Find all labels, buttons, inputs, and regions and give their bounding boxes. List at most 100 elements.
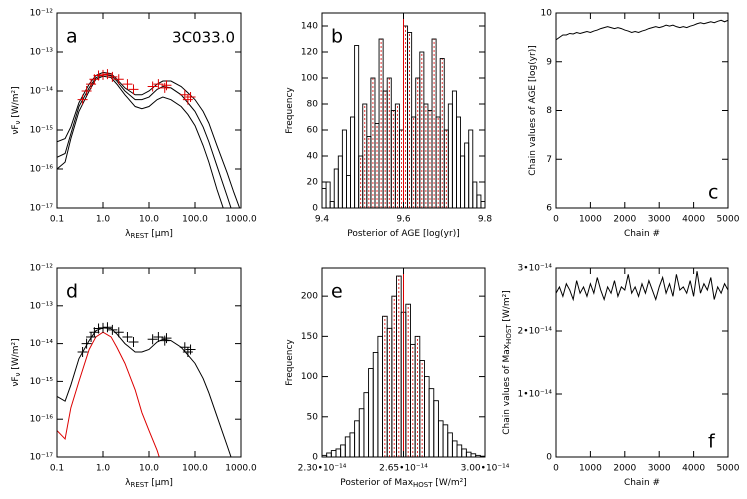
- y-axis-label-part: ν: [14, 372, 22, 376]
- x-axis-label-part: REST: [130, 232, 149, 240]
- data-point: [98, 69, 108, 80]
- x-tick-label: 2000: [613, 464, 636, 474]
- y-axis-label: Frequency: [285, 339, 295, 386]
- bar: [468, 129, 474, 208]
- plot-area: [57, 69, 241, 208]
- data-point: [77, 94, 88, 105]
- x-tick-label: 1000: [579, 215, 602, 225]
- y-axis-label-part: HOST: [505, 324, 513, 344]
- x-axis-label-part: [μm]: [148, 478, 172, 488]
- x-tick-label: 1.0: [96, 215, 111, 225]
- bar: [358, 408, 365, 457]
- data-point: [185, 344, 196, 355]
- x-tick-label: 100.0: [182, 215, 208, 225]
- panel-letter: b: [331, 26, 343, 48]
- x-axis-label: Posterior of MaxHOST [W/m²]: [340, 478, 466, 490]
- bar: [447, 432, 453, 457]
- y-tick-label: 8: [546, 106, 552, 116]
- bar: [451, 440, 458, 457]
- data-point: [122, 331, 133, 342]
- x-tick-label: 0.1: [50, 464, 64, 474]
- bar: [372, 351, 379, 457]
- y-axis-label-part: νF: [11, 376, 21, 386]
- bar: [428, 388, 435, 457]
- data-point: [107, 71, 118, 82]
- bar: [326, 452, 332, 457]
- data-point: [102, 69, 113, 80]
- data-point: [98, 322, 108, 333]
- y-tick-label: 1•10⁻¹⁴: [518, 390, 553, 400]
- axes-frame: [555, 267, 729, 458]
- x-tick-label: 0: [553, 464, 559, 474]
- bar: [424, 376, 430, 457]
- x-axis-label-part: Chain #: [624, 229, 660, 239]
- bar: [461, 448, 467, 457]
- data-point: [81, 338, 92, 349]
- x-tick-label: 9.8: [478, 215, 493, 225]
- y-tick-label: 80: [307, 100, 319, 110]
- bar: [456, 444, 463, 457]
- y-axis-label-part: Frequency: [285, 339, 295, 386]
- data-point: [93, 323, 104, 334]
- y-axis-label-part: [W/m²]: [502, 290, 512, 324]
- bar: [341, 129, 347, 208]
- data-point: [122, 79, 133, 90]
- x-axis-label: λREST [μm]: [125, 229, 173, 241]
- x-tick-label: 3000: [648, 464, 671, 474]
- y-tick-label: 10⁻¹²: [30, 264, 54, 274]
- bar: [442, 424, 449, 457]
- data-point: [107, 324, 118, 335]
- data-point: [81, 86, 92, 96]
- y-axis-label-part: Chain values of Max: [502, 343, 512, 435]
- bar: [354, 45, 360, 208]
- y-tick-label: 200: [301, 292, 318, 302]
- y-tick-label: 10⁻¹³: [30, 301, 54, 311]
- bar: [349, 432, 356, 457]
- bar: [456, 116, 462, 208]
- panel: 2.30•10⁻¹⁴ 2.65•10⁻¹⁴ 3.00•10⁻¹⁴ 0 50 100 150 2…: [285, 267, 510, 490]
- bar: [443, 129, 449, 208]
- panel: 0.1 1.0 10.0 100.0 1000.0 10⁻¹⁷ 10⁻¹⁶ 10⁻¹⁵ 10⁻¹…: [11, 264, 258, 490]
- y-tick-label: 40: [307, 152, 319, 162]
- series-line: [57, 74, 232, 208]
- data-point: [161, 333, 172, 344]
- data-point: [113, 327, 124, 338]
- bar: [472, 181, 478, 208]
- bar: [333, 168, 339, 208]
- x-tick-label: 100.0: [182, 464, 208, 474]
- y-tick-label: 20: [307, 178, 319, 188]
- series-line: [57, 331, 160, 457]
- y-axis-label-part: Chain values of AGE [log(yr)]: [528, 45, 538, 176]
- y-tick-label: 9: [546, 57, 552, 67]
- y-tick-label: 10⁻¹⁶: [30, 165, 54, 175]
- y-tick-label: 10⁻¹⁴: [30, 339, 54, 349]
- bar: [464, 142, 470, 208]
- y-axis-label: Chain values of MaxHOST [W/m²]: [502, 290, 514, 435]
- data-point: [128, 84, 139, 95]
- bar: [451, 90, 457, 208]
- bar: [344, 436, 351, 457]
- x-tick-label: 1000.0: [225, 215, 257, 225]
- y-tick-label: 140: [301, 22, 318, 32]
- x-tick-label: 1000: [579, 464, 602, 474]
- x-tick-label: 3.00•10⁻¹⁴: [461, 464, 510, 474]
- x-tick-label: 4000: [682, 215, 705, 225]
- y-axis-label: νFν [W/m²]: [11, 338, 23, 386]
- bar: [335, 448, 342, 457]
- bar: [437, 420, 444, 457]
- bar: [363, 392, 370, 457]
- y-axis-label-part: [W/m²]: [11, 86, 21, 120]
- bar: [447, 103, 453, 208]
- y-axis-label-part: Frequency: [285, 87, 295, 134]
- y-tick-label: 150: [301, 332, 318, 342]
- bar: [346, 175, 351, 208]
- x-axis-label-part: Posterior of Max: [340, 478, 413, 488]
- y-axis-label: Frequency: [285, 87, 295, 134]
- plot-area: [322, 13, 485, 208]
- panel: 9.4 9.6 9.8 0 20 40 60 80 100 120 140 Posterior of …: [285, 12, 493, 239]
- x-tick-label: 4000: [682, 464, 705, 474]
- y-tick-label: 100: [301, 74, 318, 84]
- plot-area: [322, 268, 485, 457]
- bar: [403, 25, 409, 208]
